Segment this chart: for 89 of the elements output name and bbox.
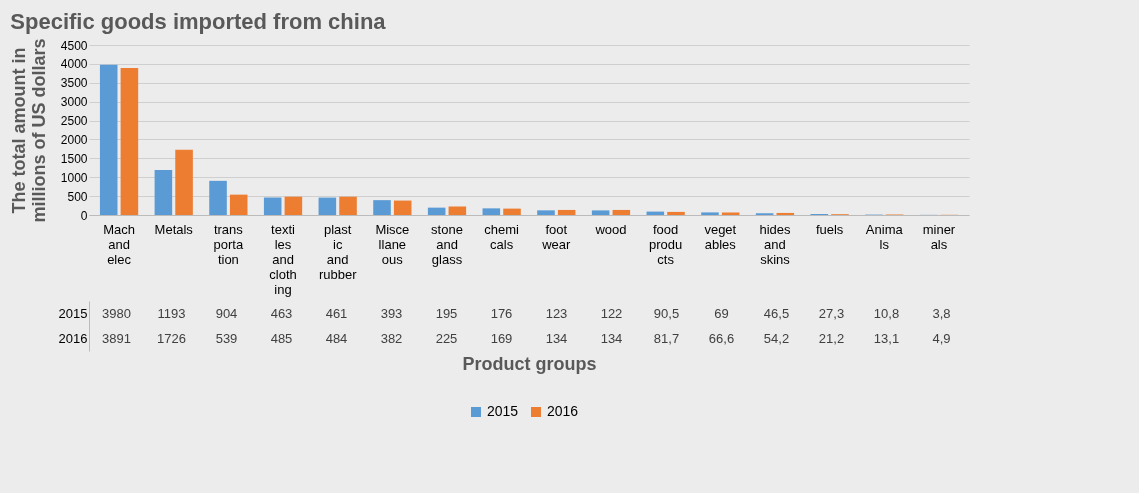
- x-axis-title: Product groups: [462, 353, 597, 374]
- x-tick-label: foot wear: [541, 221, 572, 252]
- bar: [175, 149, 193, 215]
- bar: [99, 64, 118, 215]
- data-label: 27,3: [818, 305, 845, 321]
- y-axis-title: The total amount in millions of US dollars: [8, 38, 49, 223]
- data-label: 66,6: [708, 330, 735, 346]
- x-tick-label: Metals: [154, 221, 194, 237]
- text: 2016: [58, 331, 88, 346]
- data-label: 54,2: [763, 330, 790, 346]
- data-label: 69: [714, 305, 729, 321]
- x-tick-label: hides and skins: [759, 221, 791, 267]
- data-label: 81,7: [653, 330, 680, 346]
- data-label: 134: [600, 330, 623, 346]
- y-tick-label: 500: [67, 189, 88, 204]
- bar: [503, 208, 521, 215]
- bar: [284, 196, 303, 215]
- data-label: 1726: [157, 330, 186, 346]
- bar: [591, 210, 610, 215]
- x-tick-label: minerals: [922, 221, 956, 252]
- bar: [373, 200, 391, 215]
- bar: [393, 200, 412, 215]
- data-label: 1193: [157, 305, 186, 321]
- bar: [537, 210, 555, 215]
- data-label: 122: [600, 305, 623, 321]
- data-label: 10,8: [873, 305, 900, 321]
- chart-title: Specific goods imported from china: [10, 8, 387, 34]
- data-label: 904: [215, 305, 238, 321]
- y-tick-label: 0: [80, 208, 88, 223]
- bar: [318, 197, 337, 215]
- x-tick-label: Mach and elec: [103, 221, 135, 267]
- x-tick-label: plastic and rubber: [318, 221, 358, 282]
- bar: [557, 209, 576, 215]
- y-tick-label: 4000: [60, 57, 88, 72]
- bar: [339, 196, 357, 215]
- data-label: 463: [270, 305, 293, 321]
- bar: [482, 208, 501, 215]
- legend-label: 2015: [487, 403, 519, 419]
- y-tick-label: 3000: [60, 95, 88, 110]
- data-label: 4,9: [932, 330, 951, 346]
- data-label: 90,5: [653, 305, 680, 321]
- y-tick-label: 2500: [60, 114, 88, 129]
- y-tick-label: 2000: [60, 132, 88, 147]
- data-label: 382: [380, 330, 403, 346]
- data-label: 3891: [102, 330, 131, 346]
- data-label: 393: [380, 305, 403, 321]
- data-label: 461: [325, 305, 348, 321]
- x-tick-label: Animals: [865, 221, 904, 252]
- x-tick-label: chemicals: [484, 221, 520, 252]
- bar: [154, 169, 173, 215]
- x-tick-label: stone and glass: [431, 221, 463, 267]
- bar: [120, 68, 139, 215]
- data-label: 134: [545, 330, 568, 346]
- bar: [721, 212, 740, 215]
- x-tick-label: Miscellaneous: [375, 221, 410, 267]
- data-label: 195: [435, 305, 458, 321]
- bar: [229, 194, 248, 215]
- bar: [612, 209, 631, 215]
- x-tick-label: textiles and clothing: [269, 221, 297, 297]
- data-label: 485: [270, 330, 293, 346]
- bar: [263, 197, 282, 215]
- text: 2015: [58, 306, 88, 321]
- data-label: 176: [490, 305, 513, 321]
- data-label: 225: [435, 330, 458, 346]
- bar: [776, 212, 795, 215]
- bar: [448, 206, 467, 215]
- y-tick-label: 1500: [60, 151, 88, 166]
- bar: [667, 211, 685, 215]
- data-label: 484: [325, 330, 348, 346]
- bar: [427, 207, 446, 215]
- y-tick-label: 4500: [60, 38, 88, 53]
- data-label: 123: [545, 305, 568, 321]
- x-tick-label: fuels: [815, 221, 844, 237]
- bar: [701, 212, 719, 215]
- data-label: 21,2: [818, 330, 845, 346]
- y-tick-label: 1000: [60, 170, 88, 185]
- data-label: 539: [215, 330, 238, 346]
- data-label: 46,5: [763, 305, 790, 321]
- data-label: 3,8: [932, 305, 951, 321]
- bar: [209, 180, 227, 215]
- x-tick-label: transportation: [213, 221, 244, 267]
- data-label: 13,1: [873, 330, 900, 346]
- x-tick-label: wood: [594, 221, 627, 237]
- data-label: 3980: [102, 305, 131, 321]
- x-tick-label: food products: [649, 221, 683, 267]
- y-tick-label: 3500: [60, 76, 88, 91]
- x-tick-label: vegetables: [704, 221, 737, 252]
- legend-label: 2016: [547, 403, 579, 419]
- data-label: 169: [490, 330, 513, 346]
